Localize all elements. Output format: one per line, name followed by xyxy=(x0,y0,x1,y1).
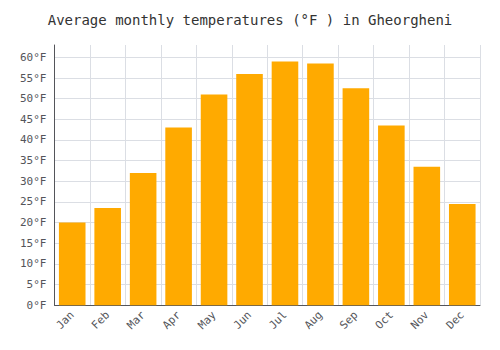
svg-text:Average monthly temperatures (: Average monthly temperatures (°F ) in Gh… xyxy=(48,12,453,28)
svg-text:60°F: 60°F xyxy=(20,51,47,64)
svg-text:40°F: 40°F xyxy=(20,133,47,146)
svg-text:50°F: 50°F xyxy=(20,92,47,105)
svg-text:Oct: Oct xyxy=(373,309,396,332)
svg-text:55°F: 55°F xyxy=(20,72,47,85)
svg-text:30°F: 30°F xyxy=(20,175,47,188)
svg-text:15°F: 15°F xyxy=(20,237,47,250)
svg-text:0°F: 0°F xyxy=(27,299,47,312)
svg-text:Dec: Dec xyxy=(444,309,467,332)
svg-text:10°F: 10°F xyxy=(20,257,47,270)
svg-text:Jan: Jan xyxy=(54,309,77,332)
svg-text:Nov: Nov xyxy=(408,308,431,331)
svg-text:5°F: 5°F xyxy=(27,278,47,291)
svg-text:Mar: Mar xyxy=(125,308,148,331)
svg-text:Feb: Feb xyxy=(89,309,112,332)
svg-text:Jul: Jul xyxy=(266,309,289,332)
svg-text:May: May xyxy=(195,308,218,331)
svg-text:45°F: 45°F xyxy=(20,113,47,126)
svg-text:Jun: Jun xyxy=(231,309,254,332)
svg-text:Aug: Aug xyxy=(302,309,325,332)
svg-text:25°F: 25°F xyxy=(20,195,47,208)
svg-text:20°F: 20°F xyxy=(20,216,47,229)
svg-text:Sep: Sep xyxy=(337,309,360,332)
svg-text:35°F: 35°F xyxy=(20,154,47,167)
svg-text:Apr: Apr xyxy=(160,308,183,331)
